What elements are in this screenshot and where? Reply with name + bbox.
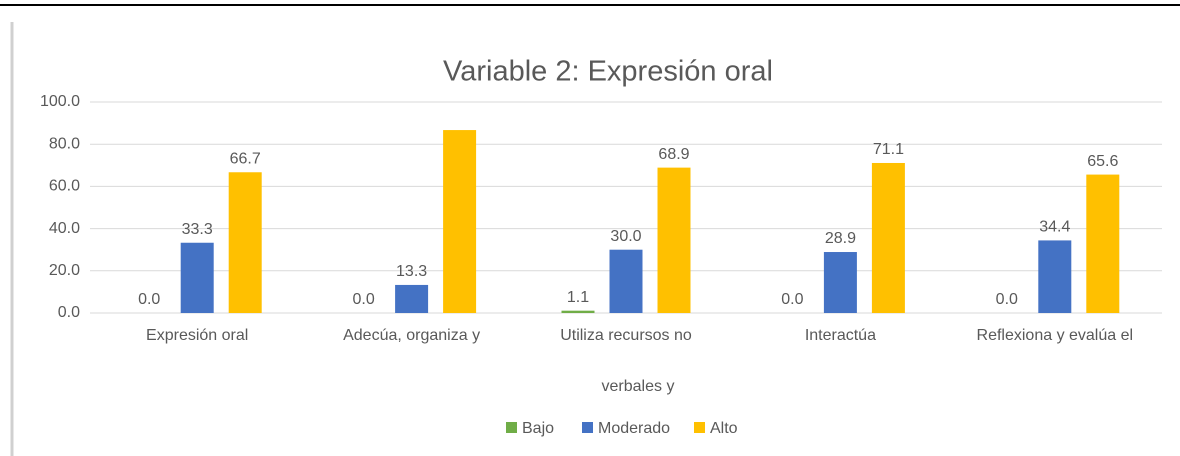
bar — [1086, 174, 1120, 313]
legend-label: Bajo — [522, 420, 554, 437]
x-tick-label: Reflexiona y evalúa el — [977, 327, 1134, 344]
x-tick-label: Utiliza recursos no — [560, 327, 692, 344]
data-label: 0.0 — [138, 291, 160, 308]
y-tick-label: 60.0 — [49, 178, 80, 195]
data-label: 13.3 — [396, 263, 427, 280]
legend-swatch — [694, 422, 705, 433]
x-tick-label: Expresión oral — [146, 327, 248, 344]
data-label: 71.1 — [873, 141, 904, 158]
bar — [180, 242, 214, 313]
y-tick-label: 40.0 — [49, 220, 80, 237]
data-label: 28.9 — [825, 230, 856, 247]
bar — [443, 130, 477, 313]
legend-label: Moderado — [598, 420, 670, 437]
data-label: 65.6 — [1087, 153, 1118, 170]
legend-swatch — [506, 422, 517, 433]
bar — [657, 167, 691, 313]
data-label: 1.1 — [567, 289, 589, 306]
data-label: 30.0 — [610, 228, 641, 245]
data-label: 33.3 — [182, 221, 213, 238]
data-label: 0.0 — [352, 291, 374, 308]
bar — [561, 310, 595, 313]
data-label: 66.7 — [230, 150, 261, 167]
bar — [1038, 240, 1072, 313]
bar — [609, 249, 643, 313]
data-label: 34.4 — [1039, 219, 1070, 236]
y-tick-label: 0.0 — [58, 304, 80, 321]
x-axis-label: verbales y — [602, 378, 675, 395]
y-tick-label: 100.0 — [40, 93, 80, 110]
bar — [871, 162, 905, 313]
data-label: 68.9 — [658, 146, 689, 163]
legend-label: Alto — [710, 420, 738, 437]
bar — [228, 172, 262, 313]
legend-swatch — [582, 422, 593, 433]
bar — [823, 252, 857, 313]
y-tick-label: 80.0 — [49, 135, 80, 152]
data-label: 0.0 — [996, 291, 1018, 308]
y-tick-label: 20.0 — [49, 262, 80, 279]
chart-title: Variable 2: Expresión oral — [443, 56, 773, 88]
data-label: 0.0 — [781, 291, 803, 308]
x-tick-label: Interactúa — [805, 327, 876, 344]
x-tick-label: Adecúa, organiza y — [343, 327, 480, 344]
bar — [395, 284, 429, 313]
